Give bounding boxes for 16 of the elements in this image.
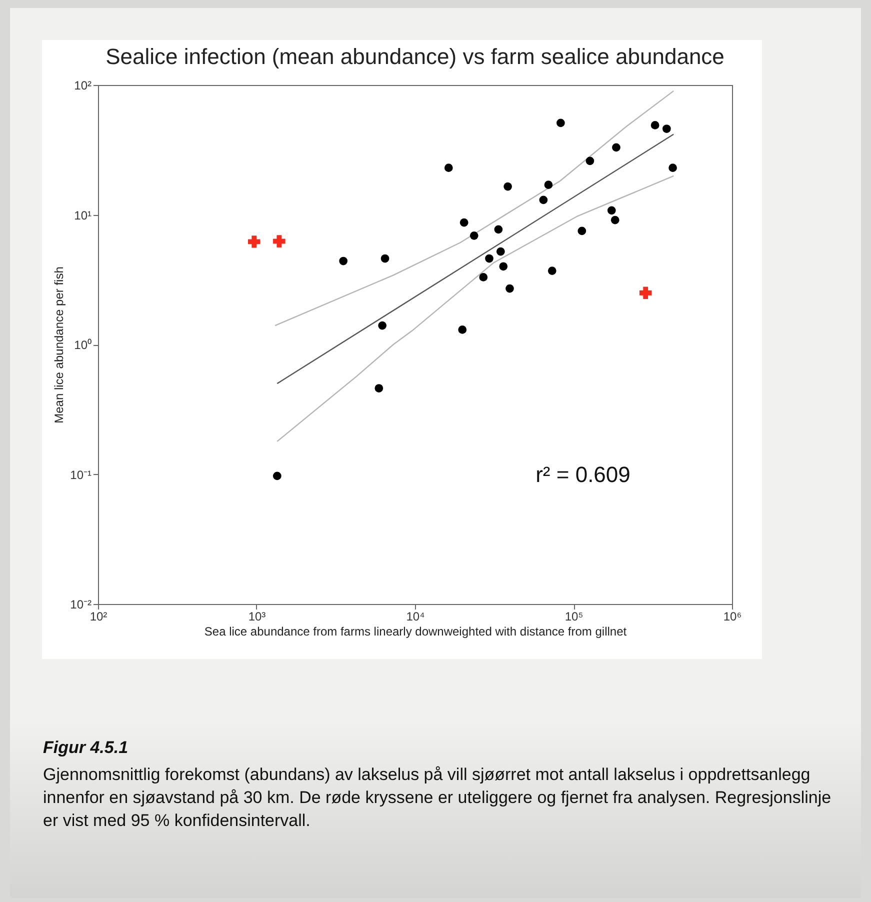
y-axis-title: Mean lice abundance per fish	[52, 266, 66, 424]
annotation: r² = 0.609	[536, 462, 630, 487]
x-tick-label: 10²	[90, 610, 108, 624]
x-tick-label: 10³	[248, 610, 266, 624]
y-tick-label: 10⁻¹	[70, 468, 92, 482]
text: Gjennomsnittlig forekomst (abundans) av lakselus på vill sjøørret mot antall lakselus i oppdrettsanlegg innenfor en sjøavstand på 30 km. De røde kryssene er uteliggere og fjernet fra analysen. Regresjonslinje er vist med 95 % konfidensintervall.	[43, 764, 832, 832]
y-tick-label: 10¹	[74, 208, 92, 222]
x-tick-label: 10⁵	[564, 610, 584, 624]
x-axis-title: Sea lice abundance from farms linearly downweighted with distance from gillnet	[204, 624, 628, 638]
y-tick-label: 10²	[74, 78, 92, 92]
y-tick-label: 10⁰	[74, 338, 92, 352]
x-tick-label: 10⁶	[723, 610, 742, 624]
text: Figur 4.5.1	[43, 737, 130, 759]
x-tick-label: 10⁴	[406, 610, 425, 624]
chart-title: Sealice infection (mean abundance) vs farm sealice abundance	[106, 44, 724, 69]
y-tick-label: 10⁻²	[70, 598, 92, 612]
